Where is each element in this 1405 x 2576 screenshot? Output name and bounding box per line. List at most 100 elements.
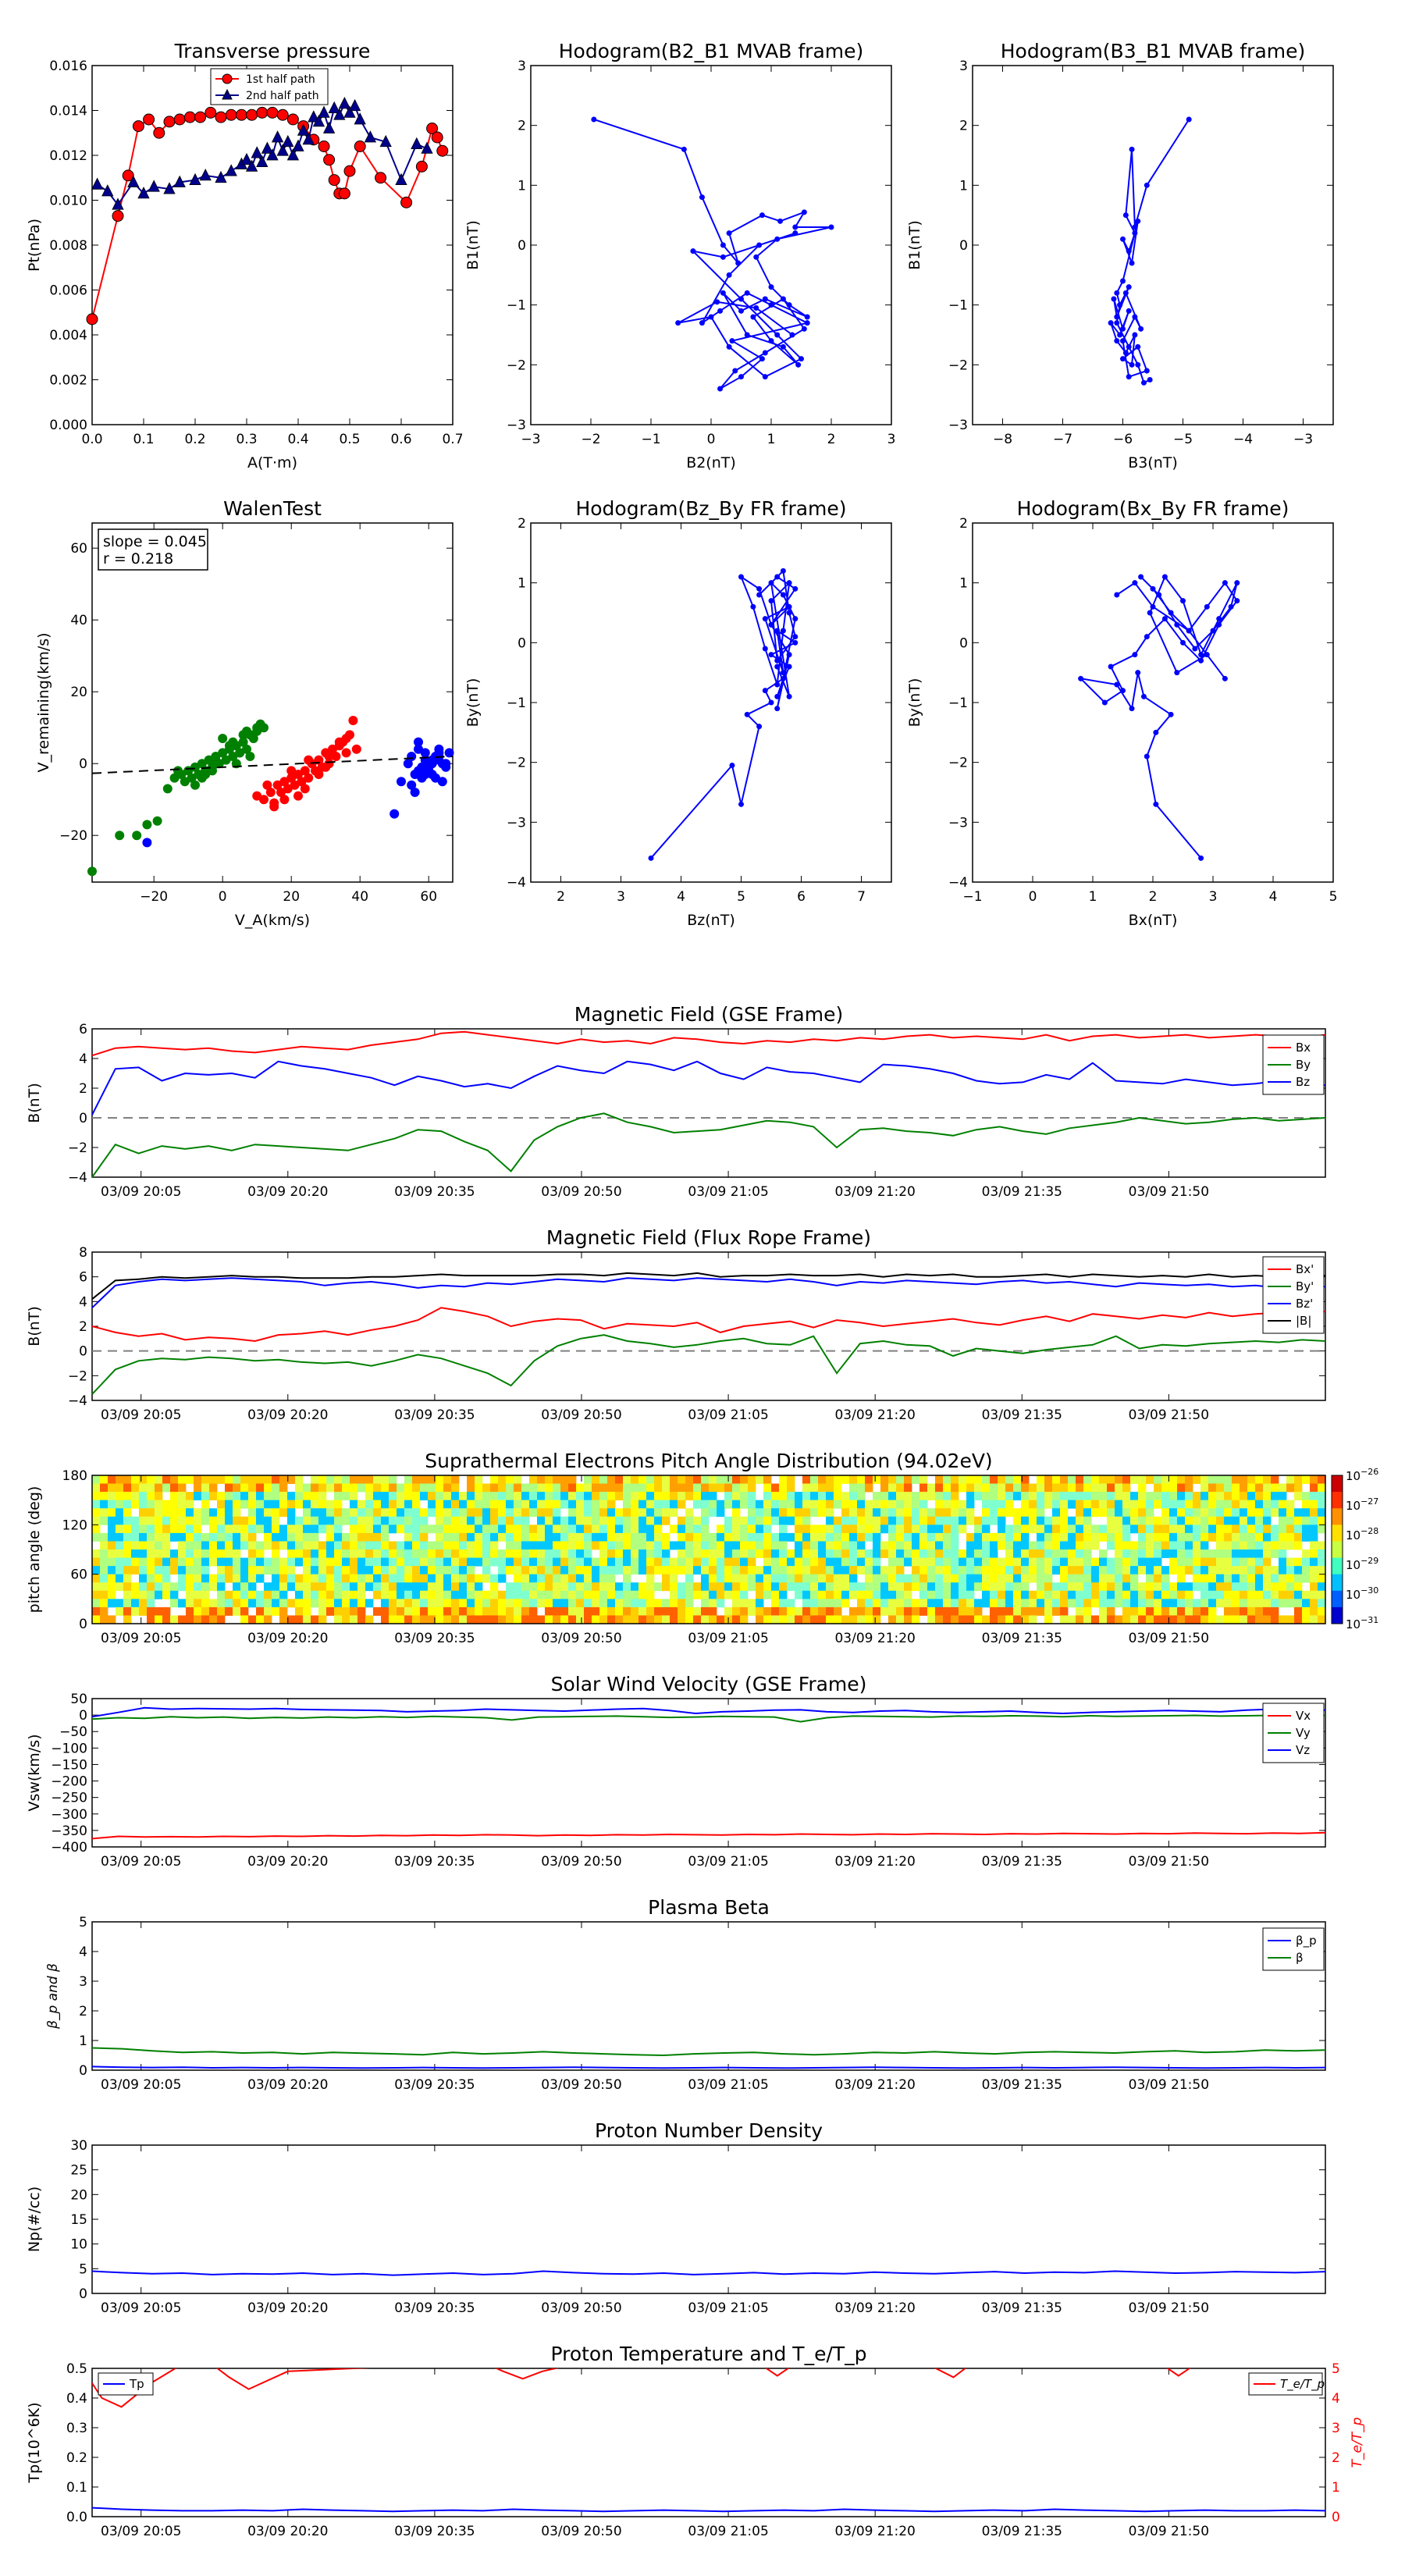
x-tick-label: 20 [283, 889, 300, 905]
heatmap-cell [693, 1557, 702, 1567]
heatmap-cell [592, 1500, 600, 1509]
heatmap-cell [1279, 1615, 1287, 1624]
hodogram-point [780, 568, 786, 574]
heatmap-cell [1255, 1492, 1264, 1501]
heatmap-cell [748, 1508, 756, 1517]
heatmap-cell [638, 1516, 647, 1525]
heatmap-cell [951, 1492, 959, 1501]
hodogram-point [1210, 628, 1216, 634]
colorbar-label: 10−31 [1346, 1615, 1378, 1631]
heatmap-cell [1208, 1532, 1217, 1542]
walen-red-point [334, 737, 344, 747]
heatmap-cell [1263, 1516, 1272, 1525]
y-tick-label: 0 [518, 238, 526, 254]
heatmap-cell [1130, 1606, 1139, 1616]
heatmap-cell [654, 1475, 663, 1484]
heatmap-cell [857, 1525, 866, 1534]
walen-red-point [300, 766, 310, 776]
hodogram-point [738, 374, 744, 380]
heatmap-cell [1161, 1492, 1170, 1501]
heatmap-cell [451, 1590, 460, 1599]
heatmap-cell [670, 1606, 678, 1616]
heatmap-cell [919, 1557, 928, 1567]
heatmap-cell [1208, 1483, 1217, 1493]
heatmap-cell [732, 1599, 741, 1608]
legend-label: Vz [1296, 1743, 1310, 1757]
heatmap-cell [1068, 1599, 1076, 1608]
heatmap-cell [1200, 1541, 1209, 1550]
heatmap-cell [795, 1557, 803, 1567]
hodogram-point [699, 194, 705, 201]
heatmap-cell [1247, 1500, 1256, 1509]
heatmap-cell [1122, 1590, 1131, 1599]
heatmap-cell [295, 1574, 304, 1583]
heatmap-cell [826, 1475, 834, 1484]
heatmap-cell [1185, 1606, 1193, 1616]
heatmap-cell [357, 1590, 366, 1599]
heatmap-cell [389, 1516, 397, 1525]
hodogram-point [1198, 657, 1204, 664]
heatmap-cell [599, 1525, 608, 1534]
heatmap-cell [990, 1574, 998, 1583]
heatmap-cell [748, 1492, 756, 1501]
heatmap-cell [576, 1574, 585, 1583]
legend-label: T_e/T_p [1280, 2377, 1325, 2392]
heatmap-cell [529, 1606, 538, 1616]
heatmap-cell [592, 1525, 600, 1534]
heatmap-cell [1193, 1550, 1201, 1558]
heatmap-cell [225, 1541, 233, 1550]
walen-red-point [290, 780, 300, 790]
heatmap-cell [1154, 1582, 1162, 1592]
heatmap-cell [623, 1590, 631, 1599]
heatmap-cell [1052, 1550, 1061, 1558]
hodogram-point [1135, 361, 1141, 368]
heatmap-cell [654, 1516, 663, 1525]
y-tick-label: 0.1 [66, 2480, 87, 2496]
heatmap-cell [849, 1615, 858, 1624]
heatmap-cell [678, 1606, 686, 1616]
heatmap-cell [1060, 1557, 1069, 1567]
heatmap-cell [1224, 1590, 1232, 1599]
hodogram-point [1144, 368, 1150, 374]
heatmap-cell [162, 1606, 171, 1616]
walen-green-point [228, 737, 238, 747]
heatmap-cell [763, 1475, 772, 1484]
heatmap-cell [685, 1483, 694, 1493]
heatmap-cell [521, 1525, 530, 1534]
heatmap-cell [1060, 1541, 1069, 1550]
hodogram-point [675, 320, 681, 326]
heatmap-cell [1169, 1582, 1178, 1592]
heatmap-cell [1060, 1582, 1069, 1592]
heatmap-cell [506, 1615, 514, 1624]
heatmap-cell [927, 1508, 936, 1517]
heatmap-cell [623, 1582, 631, 1592]
heatmap-cell [311, 1582, 319, 1592]
heatmap-cell [326, 1483, 335, 1493]
heatmap-cell [623, 1483, 631, 1493]
heatmap-cell [482, 1532, 491, 1542]
heatmap-cell [123, 1483, 132, 1493]
heatmap-cell [108, 1550, 116, 1558]
heatmap-cell [615, 1525, 624, 1534]
heatmap-cell [116, 1582, 124, 1592]
y-tick-label: 0 [79, 756, 87, 772]
heatmap-cell [560, 1500, 569, 1509]
heatmap-cell [397, 1550, 405, 1558]
heatmap-cell [326, 1590, 335, 1599]
heatmap-cell [927, 1525, 936, 1534]
hodogram-point [762, 374, 768, 380]
heatmap-cell [436, 1500, 444, 1509]
heatmap-cell [779, 1492, 788, 1501]
heatmap-cell [1279, 1590, 1287, 1599]
heatmap-cell [1154, 1590, 1162, 1599]
heatmap-cell [576, 1550, 585, 1558]
heatmap-cell [217, 1550, 226, 1558]
heatmap-cell [880, 1541, 889, 1550]
heatmap-cell [717, 1582, 725, 1592]
heatmap-cell [1037, 1599, 1045, 1608]
heatmap-cell [436, 1475, 444, 1484]
heatmap-cell [482, 1574, 491, 1583]
heatmap-cell [428, 1508, 436, 1517]
heatmap-cell [1146, 1550, 1154, 1558]
heatmap-cell [1107, 1615, 1115, 1624]
